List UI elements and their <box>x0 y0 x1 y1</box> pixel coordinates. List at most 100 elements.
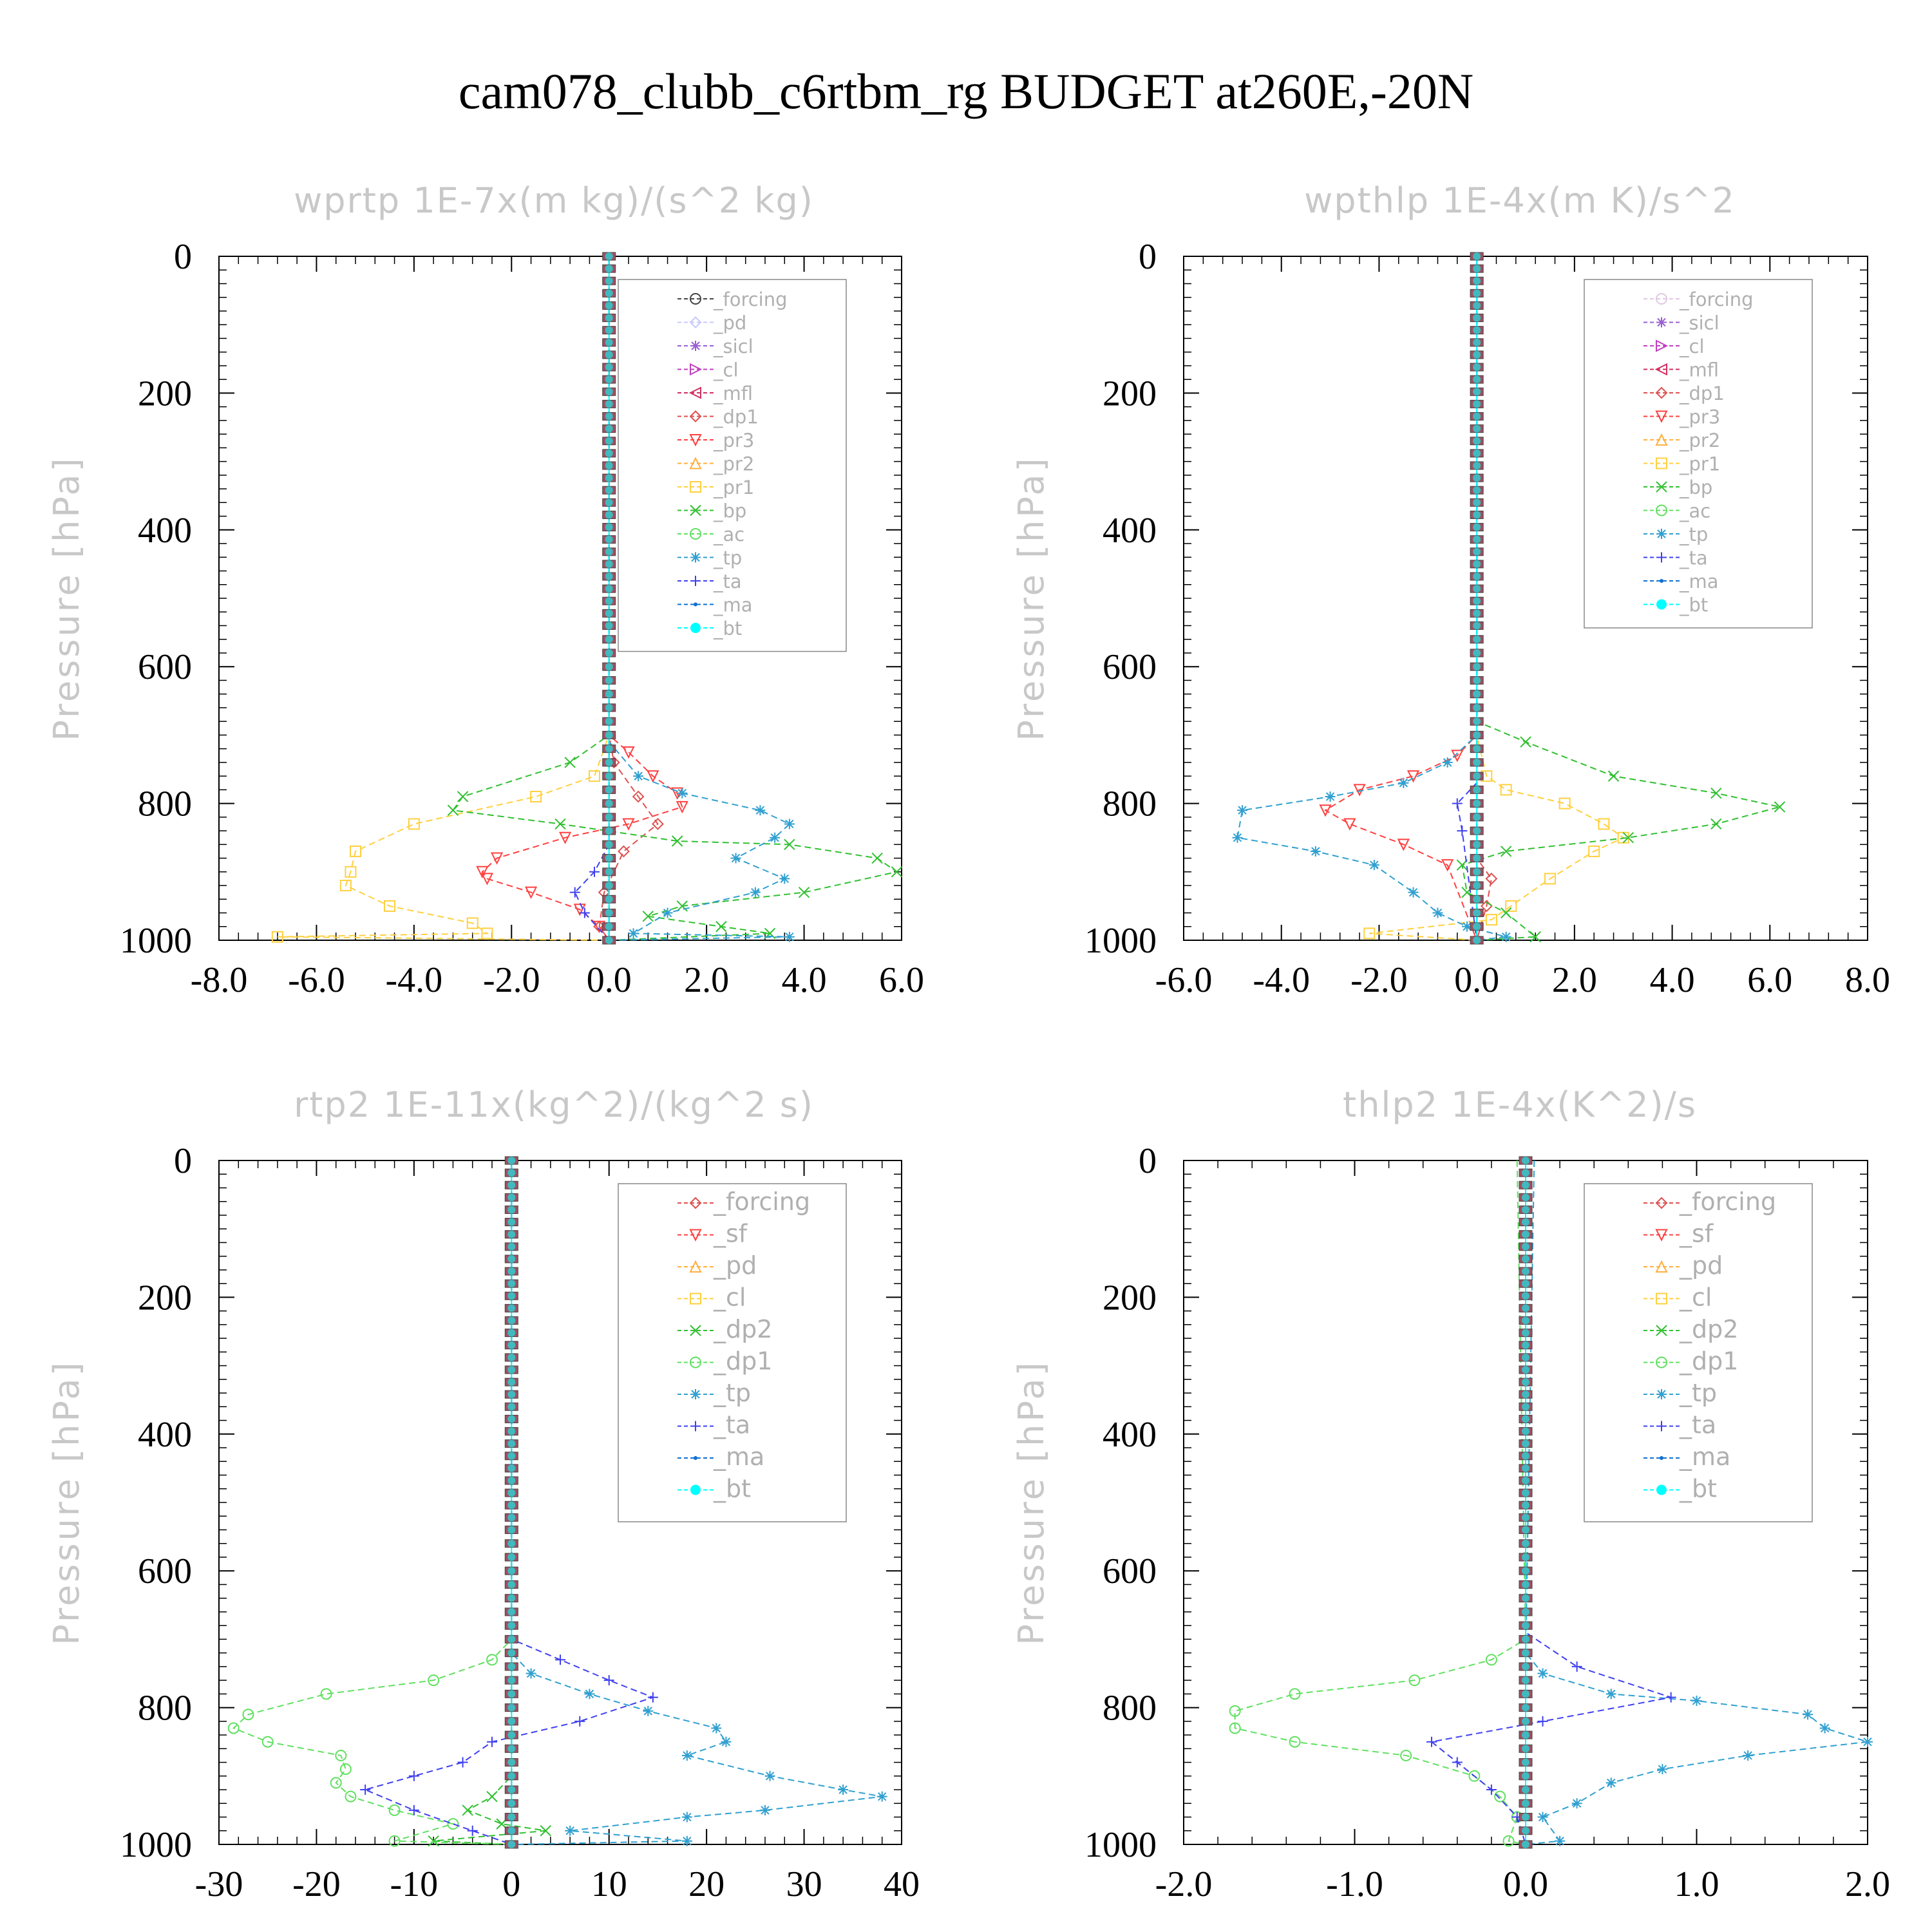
y-tick-label: 600 <box>138 647 192 687</box>
data-point <box>798 886 810 898</box>
zero-marker <box>507 1230 516 1238</box>
zero-marker <box>507 1662 516 1671</box>
zero-marker <box>1473 388 1481 396</box>
data-point <box>1710 787 1722 799</box>
data-point <box>1622 831 1634 844</box>
legend-label: _pr3 <box>713 430 754 451</box>
zero-marker <box>1522 1193 1530 1202</box>
zero-marker <box>1522 1649 1530 1657</box>
legend-entry-dp1: _dp1 <box>1643 1347 1738 1376</box>
zero-marker <box>507 1607 516 1616</box>
legend-label: _pd <box>1679 1251 1723 1280</box>
panel-4: thlp2 1E-4x(K^2)/s Pressure [hPa] 0 200 400 6… <box>1011 1084 1890 1904</box>
zero-marker <box>605 676 613 685</box>
zero-marker <box>1522 1539 1530 1548</box>
zero-marker <box>507 1415 516 1423</box>
data-point <box>1442 757 1453 768</box>
zero-marker <box>507 1826 516 1835</box>
data-point <box>1691 1695 1702 1706</box>
data-point <box>1319 804 1332 817</box>
zero-marker <box>1522 1255 1530 1263</box>
legend-marker <box>690 623 701 633</box>
data-point <box>622 746 635 759</box>
zero-marker <box>605 289 613 298</box>
legend-entry-bp: _bp <box>1643 477 1712 498</box>
zero-marker <box>1522 1813 1530 1821</box>
zero-marker <box>507 1501 516 1510</box>
zero-marker <box>1473 547 1481 556</box>
x-tick-label: 0.0 <box>587 960 632 1000</box>
data-point <box>579 907 590 918</box>
zero-marker <box>1473 854 1481 862</box>
data-point <box>1558 797 1571 810</box>
zero-marker <box>507 1477 516 1485</box>
zero-marker <box>605 252 613 260</box>
zero-marker <box>507 1594 516 1602</box>
x-tick-label: 0.0 <box>1454 960 1499 1000</box>
series-dp1 <box>1229 1160 1527 1847</box>
legend-entry-dp2: _dp2 <box>1643 1315 1738 1343</box>
legend-entry-ma: _ma <box>1643 571 1719 592</box>
zero-marker <box>507 1427 516 1435</box>
zero-marker <box>605 744 613 753</box>
data-point <box>589 866 600 877</box>
data-point <box>486 1654 498 1666</box>
panel-title: thlp2 1E-4x(K^2)/s <box>1343 1084 1697 1125</box>
zero-marker <box>1473 277 1481 285</box>
data-point <box>227 1722 240 1734</box>
legend-marker <box>1655 1229 1668 1242</box>
data-point <box>428 1835 439 1847</box>
zero-marker <box>1473 909 1481 917</box>
series-line <box>1234 1160 1527 1845</box>
zero-marker <box>1473 301 1481 310</box>
zero-marker <box>507 1452 516 1460</box>
y-tick-label: 1000 <box>1084 921 1157 961</box>
zero-marker <box>507 1439 516 1448</box>
data-point <box>1353 784 1366 797</box>
zero-marker <box>507 1717 516 1725</box>
legend-entry-sicl: _sicl <box>677 336 753 357</box>
legend-entry-cl: _cl <box>1643 336 1705 357</box>
data-point <box>480 873 494 886</box>
legend-entry-ac: _ac <box>1643 500 1710 522</box>
y-tick-label: 0 <box>1139 1141 1157 1181</box>
zero-marker <box>507 1649 516 1657</box>
series-line <box>232 1160 513 1845</box>
data-point <box>574 1716 585 1727</box>
data-point <box>408 818 420 830</box>
data-point <box>524 886 538 899</box>
data-point <box>1237 805 1248 816</box>
zero-marker <box>1522 1799 1530 1808</box>
zero-marker <box>1473 350 1481 359</box>
x-tick-label: -8.0 <box>191 960 248 1000</box>
legend-marker <box>1656 504 1667 516</box>
zero-marker <box>605 314 613 322</box>
data-point <box>622 818 635 831</box>
legend: _forcing _sf _pd _cl _dp2 _dp1 _tp _ta _ma _bt <box>618 1183 847 1522</box>
legend-marker <box>1654 363 1667 376</box>
zero-marker <box>1522 1329 1530 1337</box>
legend-label: _cl <box>1679 1283 1712 1312</box>
zero-marker <box>1473 882 1481 890</box>
y-tick-label: 800 <box>138 784 192 824</box>
zero-marker <box>1473 717 1481 726</box>
legend-label: _bt <box>713 618 742 639</box>
zero-marker <box>605 498 613 507</box>
zero-marker <box>507 1242 516 1251</box>
data-point <box>1485 873 1498 885</box>
zero-marker <box>507 1464 516 1472</box>
data-point <box>755 805 766 816</box>
y-axis-label: Pressure [hPa] <box>1011 455 1052 741</box>
x-tick-label: -6.0 <box>1155 960 1213 1000</box>
zero-marker <box>1522 1662 1530 1671</box>
data-point <box>1432 907 1443 918</box>
zero-marker <box>1522 1403 1530 1411</box>
series-line <box>511 1160 882 1845</box>
x-tick-label: 1.0 <box>1674 1864 1719 1904</box>
zero-marker <box>1522 1169 1530 1177</box>
data-point <box>632 790 645 803</box>
zero-marker <box>507 1181 516 1189</box>
legend-label: _pr1 <box>713 477 754 498</box>
data-point <box>1289 1736 1301 1748</box>
legend-entry-bt: _bt <box>1643 594 1708 616</box>
